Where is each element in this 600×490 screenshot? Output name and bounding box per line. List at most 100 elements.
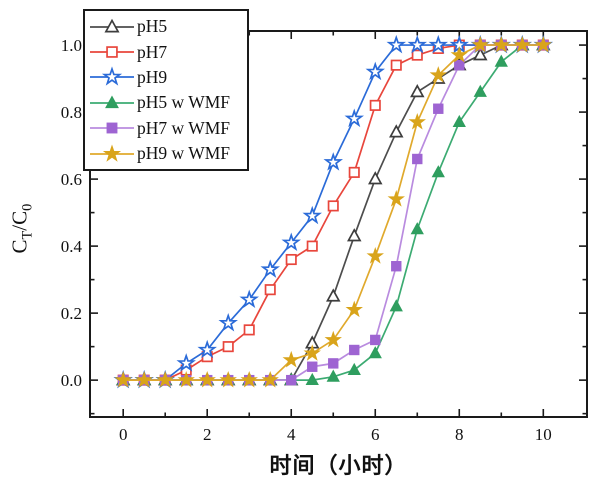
x-tick-label: 10 — [535, 425, 552, 444]
x-tick-label: 8 — [455, 425, 464, 444]
star-filled-marker-icon — [282, 350, 300, 368]
square-open-marker-icon — [306, 240, 318, 252]
square-open-marker-icon — [411, 49, 423, 61]
y-axis-title-sub2: 0 — [19, 203, 36, 211]
y-axis-title-sub1: T — [19, 230, 36, 240]
star-filled-marker-icon — [450, 45, 468, 63]
square-open-marker-icon — [243, 324, 255, 336]
legend-sample — [90, 18, 134, 33]
y-axis-title-c1: C — [7, 239, 32, 254]
star-open-marker-icon — [218, 312, 238, 332]
star-open-marker-icon — [239, 289, 259, 308]
triangle-filled-marker-icon — [326, 369, 340, 382]
x-tick-label: 0 — [119, 425, 128, 444]
triangle-open-marker-icon — [368, 171, 383, 185]
legend-label: pH5 — [137, 16, 168, 37]
square-open-marker-icon — [327, 200, 339, 212]
star-open-marker-icon — [197, 339, 217, 359]
y-axis-title-c2: /C — [7, 210, 32, 231]
star-filled-marker-icon — [198, 370, 216, 388]
legend-sample — [90, 46, 134, 58]
square-filled-marker-icon — [433, 103, 444, 114]
triangle-open-marker-icon — [410, 84, 425, 98]
y-tick-label: 0.0 — [61, 371, 82, 390]
star-filled-marker-icon — [156, 370, 174, 388]
star-filled-marker-icon — [345, 300, 363, 318]
legend-sample — [90, 66, 134, 87]
triangle-filled-marker-icon — [494, 54, 508, 67]
legend-item-ph7-w-wmf: pH7 w WMF — [89, 116, 247, 141]
square-filled-marker-icon — [412, 153, 423, 165]
legend-label: pH5 w WMF — [137, 92, 231, 113]
x-tick-label: 2 — [203, 425, 212, 444]
star-open-marker-icon — [101, 66, 123, 87]
y-tick-label: 0.8 — [61, 103, 82, 122]
star-filled-marker-icon — [303, 344, 321, 361]
square-open-marker-icon — [285, 253, 297, 266]
star-filled-marker-icon — [408, 112, 426, 130]
triangle-filled-marker-icon — [431, 165, 445, 178]
square-filled-marker-icon — [286, 374, 297, 386]
series-ph9-w-wmf — [114, 35, 553, 388]
triangle-open-marker-icon — [347, 228, 362, 242]
legend-sample — [90, 122, 134, 134]
star-open-marker-icon — [281, 232, 301, 252]
star-filled-marker-icon — [114, 370, 132, 388]
legend-label: pH9 — [137, 66, 168, 87]
square-open-marker-icon — [348, 166, 360, 178]
triangle-filled-marker-icon — [347, 362, 361, 375]
legend-label: pH7 w WMF — [137, 117, 231, 138]
triangle-filled-marker-icon — [452, 114, 466, 128]
square-filled-marker-icon — [349, 344, 360, 356]
y-axis-title: CT/C0 — [7, 119, 36, 339]
square-filled-marker-icon — [328, 358, 339, 369]
star-open-marker-icon — [344, 108, 364, 128]
star-filled-marker-icon — [534, 35, 553, 53]
star-filled-marker-icon — [513, 35, 532, 53]
triangle-filled-marker-icon — [389, 299, 403, 312]
star-filled-marker-icon — [471, 35, 489, 53]
star-filled-marker-icon — [324, 330, 342, 348]
square-filled-marker-icon — [370, 334, 381, 346]
legend-item-ph9-w-wmf: pH9 w WMF — [89, 141, 247, 166]
triangle-filled-marker-icon — [105, 95, 119, 108]
x-axis-title: 时间（小时） — [269, 453, 408, 478]
x-tick-label: 6 — [371, 425, 380, 444]
y-tick-label: 1.0 — [61, 36, 82, 55]
legend-item-ph7: pH7 — [89, 39, 247, 64]
square-open-marker-icon — [106, 46, 118, 58]
triangle-filled-marker-icon — [368, 346, 382, 359]
legend-label: pH9 w WMF — [137, 143, 231, 164]
star-open-marker-icon — [386, 34, 406, 54]
star-open-marker-icon — [428, 34, 449, 54]
legend-label: pH7 — [137, 41, 168, 62]
star-filled-marker-icon — [102, 144, 122, 162]
square-filled-marker-icon — [106, 122, 118, 134]
star-open-marker-icon — [302, 205, 322, 225]
y-tick-label: 0.2 — [61, 304, 82, 323]
triangle-filled-marker-icon — [473, 84, 487, 97]
star-filled-marker-icon — [177, 370, 195, 388]
legend: pH5 pH7 pH9 pH5 w WMF pH7 w WMF pH9 w WMF — [83, 9, 249, 172]
square-open-marker-icon — [369, 99, 381, 111]
plot-frame — [89, 30, 588, 418]
star-open-marker-icon — [365, 61, 385, 81]
star-filled-marker-icon — [366, 247, 384, 264]
legend-sample — [90, 95, 134, 108]
x-tick-label: 4 — [287, 425, 296, 444]
triangle-open-marker-icon — [473, 47, 488, 61]
square-open-marker-icon — [390, 59, 402, 71]
star-open-marker-icon — [176, 353, 196, 372]
star-open-marker-icon — [323, 152, 343, 171]
triangle-open-marker-icon — [104, 18, 120, 33]
star-filled-marker-icon — [219, 370, 237, 388]
square-open-marker-icon — [264, 284, 276, 296]
square-filled-marker-icon — [307, 361, 318, 372]
y-tick-label: 0.6 — [61, 170, 82, 189]
legend-item-ph9: pH9 — [89, 65, 247, 90]
star-filled-marker-icon — [240, 370, 258, 388]
triangle-open-marker-icon — [326, 288, 341, 302]
star-filled-marker-icon — [135, 370, 153, 388]
